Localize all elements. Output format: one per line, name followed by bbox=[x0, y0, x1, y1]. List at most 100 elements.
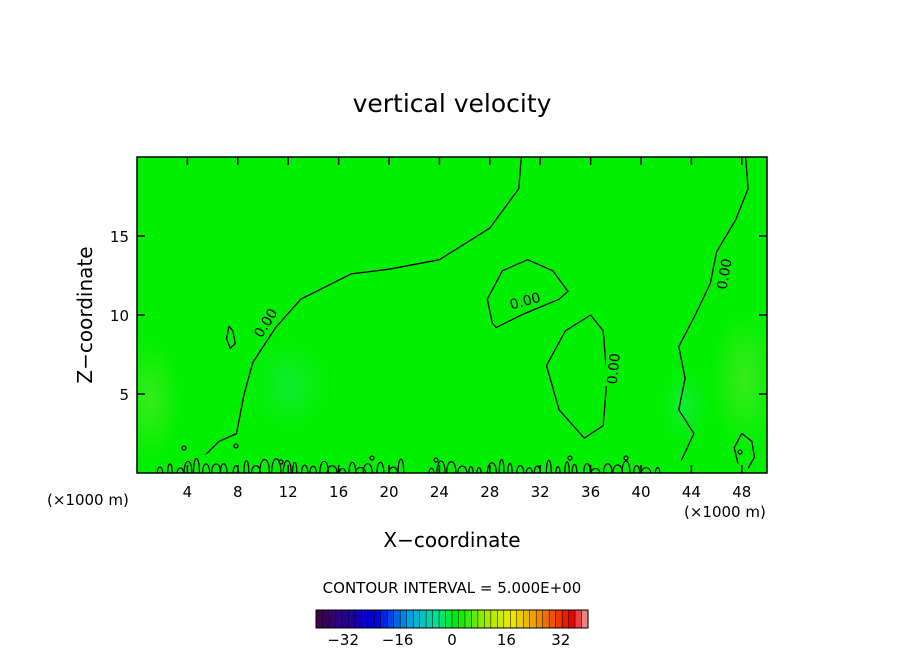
surface-contour bbox=[507, 462, 513, 473]
surface-contour bbox=[282, 460, 292, 473]
y-ticks: 5 10 15 bbox=[110, 228, 767, 404]
colorbar-cell bbox=[438, 609, 447, 629]
surface-contour bbox=[354, 466, 366, 473]
surface-contour bbox=[183, 460, 193, 473]
y-tick-label: 5 bbox=[119, 386, 129, 404]
surface-contour bbox=[428, 467, 435, 473]
surface-contour bbox=[348, 461, 357, 473]
colorbar-cell bbox=[510, 609, 518, 629]
colorbar-cell bbox=[535, 609, 544, 629]
colorbar-cell bbox=[471, 609, 479, 629]
surface-contour bbox=[338, 467, 347, 473]
surface-contour bbox=[516, 464, 525, 473]
surface-contour bbox=[633, 465, 641, 473]
colorbar-cell bbox=[425, 609, 434, 629]
surface-contour bbox=[486, 462, 497, 473]
surface-contour bbox=[202, 463, 211, 473]
contour-label-bg bbox=[505, 288, 545, 314]
x-tick-label: 44 bbox=[682, 483, 701, 501]
contour-label: 0.00 bbox=[715, 257, 736, 290]
x-unit-right: (×1000 m) bbox=[684, 503, 766, 521]
colorbar-tick-label: 0 bbox=[447, 631, 457, 649]
colorbar-tick-label: −16 bbox=[382, 631, 414, 649]
colorbar-cell bbox=[315, 609, 324, 629]
contour-lines bbox=[205, 157, 756, 469]
y-axis-label: Z−coordinate bbox=[73, 246, 97, 383]
colorbar-cell bbox=[529, 609, 537, 629]
colorbar-cell bbox=[367, 609, 375, 629]
surface-contour bbox=[468, 466, 474, 473]
surface-contour bbox=[476, 467, 482, 473]
colorbar-cell bbox=[445, 609, 453, 629]
colorbar-cell bbox=[335, 609, 343, 629]
colorbar-cell bbox=[361, 609, 369, 629]
x-unit-left: (×1000 m) bbox=[47, 491, 129, 509]
x-tick-label: 28 bbox=[480, 483, 499, 501]
colorbar-cell bbox=[477, 609, 485, 629]
x-tick-label: 8 bbox=[233, 483, 243, 501]
surface-contour bbox=[243, 460, 250, 473]
contour-label-bg bbox=[249, 303, 282, 343]
colorbar-tick-label: 16 bbox=[497, 631, 516, 649]
surface-contour bbox=[436, 460, 446, 473]
surface-contour-dot bbox=[623, 455, 629, 461]
contour-label-bg bbox=[603, 349, 624, 388]
colorbar-cell bbox=[328, 609, 336, 629]
contour-line bbox=[486, 258, 569, 329]
surface-contour bbox=[292, 462, 298, 473]
colorbar-cell bbox=[374, 609, 382, 629]
surface-contour bbox=[301, 464, 309, 473]
x-tick-label: 12 bbox=[279, 483, 298, 501]
x-tick-label: 48 bbox=[732, 483, 751, 501]
surface-contour bbox=[555, 466, 561, 473]
surface-contour-dot bbox=[369, 455, 375, 461]
surface-contour bbox=[376, 461, 385, 473]
colorbar-cell bbox=[406, 609, 414, 629]
surface-contour bbox=[498, 459, 505, 473]
colorbar-cell bbox=[490, 609, 498, 629]
contour-label: 0.00 bbox=[508, 290, 542, 314]
colorbar-cell bbox=[516, 609, 524, 629]
contour-line bbox=[545, 314, 608, 440]
contour-label-bg bbox=[713, 254, 736, 294]
colorbar-cell bbox=[581, 609, 589, 629]
surface-contour bbox=[271, 458, 282, 473]
surface-contour bbox=[397, 458, 405, 473]
surface-contour bbox=[167, 463, 173, 473]
colorbar-cell bbox=[451, 609, 460, 629]
surface-contour bbox=[192, 457, 200, 473]
surface-contour bbox=[457, 465, 468, 473]
contour-interval-text: CONTOUR INTERVAL = 5.000E+00 bbox=[323, 579, 582, 597]
surface-contour bbox=[654, 467, 661, 473]
surface-contour bbox=[259, 458, 271, 473]
surface-contour-dot bbox=[278, 459, 284, 465]
x-ticks: 4 8 12 16 20 24 28 32 36 40 44 48 bbox=[183, 157, 751, 501]
surface-contour bbox=[571, 463, 578, 473]
contour-label: 0.00 bbox=[605, 352, 624, 385]
surface-contour-dot bbox=[567, 455, 573, 461]
colorbar-cell bbox=[561, 609, 570, 629]
colorbar-cell bbox=[548, 609, 557, 629]
colorbar-cell bbox=[341, 609, 349, 629]
colorbar-cell bbox=[484, 609, 492, 629]
contour-line bbox=[225, 325, 237, 350]
colorbar-cell bbox=[399, 609, 408, 629]
x-tick-label: 40 bbox=[631, 483, 650, 501]
colorbar-cell bbox=[354, 609, 362, 629]
surface-contour bbox=[176, 467, 185, 473]
colorbar-cell bbox=[574, 609, 583, 629]
y-tick-label: 15 bbox=[110, 228, 129, 246]
surface-contour bbox=[545, 459, 552, 473]
x-tick-label: 32 bbox=[531, 483, 550, 501]
colorbar-tick-label: −32 bbox=[327, 631, 359, 649]
contour-labels: 0.000.000.000.00 bbox=[249, 254, 736, 388]
x-tick-label: 4 bbox=[183, 483, 193, 501]
colorbar-cell bbox=[412, 609, 421, 629]
x-tick-label: 20 bbox=[379, 483, 398, 501]
x-tick-label: 16 bbox=[329, 483, 348, 501]
colorbar-cell bbox=[322, 609, 330, 629]
surface-contour bbox=[564, 461, 570, 473]
colorbar-cell bbox=[348, 609, 356, 629]
contour-line bbox=[678, 157, 749, 461]
